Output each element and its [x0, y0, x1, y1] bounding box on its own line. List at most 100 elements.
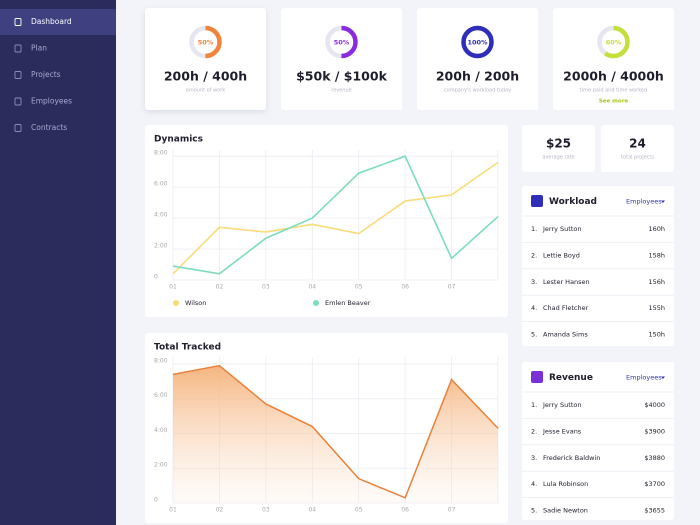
nav-icon: [14, 97, 22, 106]
x-tick-label: 03: [262, 284, 270, 291]
list-title: Revenue: [549, 373, 593, 383]
row-name: Lester Hansen: [543, 278, 590, 286]
dropdown-caret: [661, 200, 665, 203]
panel: [601, 125, 674, 172]
donut-label: 50%: [198, 39, 214, 47]
legend-label: Emlen Beaver: [325, 299, 371, 307]
nav-item[interactable]: Projects: [31, 70, 61, 79]
card-value: 2000h / 4000h: [563, 69, 664, 84]
panel: [553, 8, 674, 110]
small-value: $25: [546, 137, 571, 151]
row-name: Jesse Evans: [542, 427, 582, 435]
row-name: Amanda Sims: [543, 331, 588, 339]
small-value: 24: [629, 137, 646, 151]
y-tick-label: 0: [154, 497, 158, 504]
line-series: [172, 161, 499, 275]
x-tick-label: 07: [448, 507, 456, 514]
nav-item[interactable]: Employees: [31, 97, 72, 106]
row-rank: 2.: [531, 427, 537, 435]
row-name: Jerry Sutton: [542, 401, 582, 409]
x-tick-label: 01: [169, 284, 177, 291]
row-value: $3900: [644, 427, 665, 435]
card-caption: company's workload today: [444, 88, 511, 94]
donut-label: 50%: [334, 39, 350, 47]
x-tick-label: 06: [401, 284, 409, 291]
donut-arc: [461, 25, 494, 59]
chart-title: Total Tracked: [154, 343, 221, 353]
row-rank: 1.: [531, 401, 537, 409]
row-value: 150h: [648, 331, 665, 339]
panel: [281, 8, 402, 110]
donut-arc: [189, 25, 222, 59]
row-name: Frederick Baldwin: [543, 454, 600, 462]
panel: [145, 125, 508, 317]
panel: [522, 186, 674, 346]
row-name: Chad Fletcher: [543, 304, 589, 312]
row-value: $4000: [644, 401, 665, 409]
panel: [417, 8, 538, 110]
card-caption: revenue: [331, 88, 351, 94]
small-caption: total projects: [621, 155, 654, 161]
row-name: Lettie Boyd: [543, 251, 580, 259]
row-rank: 5.: [531, 507, 537, 515]
x-tick-label: 03: [262, 507, 270, 514]
nav-item[interactable]: Plan: [31, 44, 47, 53]
x-tick-label: 01: [169, 507, 177, 514]
line-series: [172, 155, 499, 275]
list-filter[interactable]: Employees: [626, 374, 662, 382]
row-value: $3700: [644, 480, 665, 488]
panel: [522, 362, 674, 520]
row-value: $3655: [644, 507, 665, 515]
small-caption: average rate: [542, 155, 574, 161]
card-caption: time paid and time worked: [580, 88, 647, 94]
row-rank: 4.: [531, 480, 537, 488]
card-link[interactable]: See more: [599, 99, 629, 105]
y-tick-label: 2:00: [154, 462, 168, 469]
chart-title: Dynamics: [154, 135, 203, 145]
row-value: 156h: [648, 278, 665, 286]
donut-arc: [597, 25, 630, 59]
row-name: Sadie Newton: [543, 507, 588, 515]
list-title: Workload: [549, 197, 597, 207]
x-tick-label: 02: [216, 284, 224, 291]
row-rank: 4.: [531, 304, 537, 312]
legend-marker: [173, 300, 179, 306]
y-tick-label: 8:00: [154, 150, 168, 157]
row-value: $3880: [644, 454, 665, 462]
dropdown-caret: [661, 376, 665, 379]
list-filter[interactable]: Employees: [626, 198, 662, 206]
nav-icon: [14, 44, 22, 53]
donut-label: 60%: [606, 39, 622, 47]
row-rank: 1.: [531, 225, 537, 233]
row-name: Lula Robinson: [543, 480, 588, 488]
y-tick-label: 4:00: [154, 427, 168, 434]
card-value: 200h / 400h: [164, 69, 247, 84]
row-rank: 2.: [531, 251, 537, 259]
panel: [522, 125, 595, 172]
legend-marker: [313, 300, 319, 306]
sidebar: [0, 0, 116, 525]
nav-item[interactable]: Contracts: [31, 123, 67, 132]
row-rank: 3.: [531, 278, 537, 286]
nav-icon: [14, 71, 22, 79]
list-icon: [531, 195, 543, 207]
y-tick-label: 6:00: [154, 181, 168, 188]
nav-icon: [14, 18, 22, 26]
row-value: 155h: [648, 304, 665, 312]
legend-label: Wilson: [185, 299, 206, 307]
donut-label: 100%: [467, 39, 488, 47]
row-value: 158h: [648, 251, 665, 259]
nav-item[interactable]: Dashboard: [31, 17, 72, 26]
card-value: $50k / $100k: [296, 69, 387, 84]
panel: [145, 8, 266, 110]
x-tick-label: 04: [308, 284, 316, 291]
row-rank: 3.: [531, 454, 537, 462]
x-tick-label: 02: [216, 507, 224, 514]
y-tick-label: 8:00: [154, 357, 168, 364]
x-tick-label: 05: [355, 284, 363, 291]
nav-active: [0, 9, 116, 35]
row-rank: 5.: [531, 331, 537, 339]
card-caption: amount of work: [186, 88, 225, 94]
